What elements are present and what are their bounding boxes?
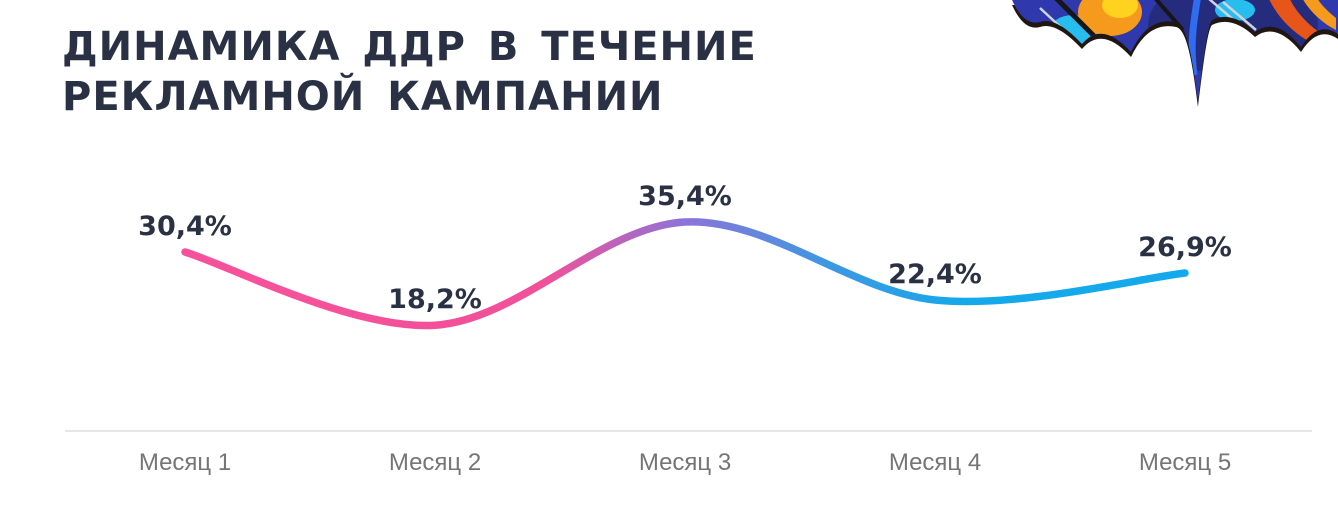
artwork-black-line: [1051, 0, 1098, 40]
x-tick-label: Месяц 3: [639, 449, 731, 476]
data-label: 22,4%: [888, 259, 982, 290]
data-label: 18,2%: [388, 284, 482, 315]
data-label: 30,4%: [138, 211, 232, 242]
data-label: 26,9%: [1138, 232, 1232, 263]
chart-title: ДИНАМИКА ДДР В ТЕЧЕНИЕ РЕКЛАМНОЙ КАМПАНИ…: [62, 22, 757, 122]
x-tick-label: Месяц 4: [889, 449, 981, 476]
artwork-surface: [1012, 0, 1338, 102]
x-tick-label: Месяц 1: [139, 449, 231, 476]
data-label: 35,4%: [638, 181, 732, 212]
artwork-paint-yellow: [1102, 0, 1138, 18]
artwork-paint-red-streak: [1266, 0, 1328, 46]
bat-shaped-graffiti-artwork: [1012, 0, 1338, 107]
trend-line: [181, 218, 1189, 330]
chart-title-line1: ДИНАМИКА ДДР В ТЕЧЕНИЕ: [62, 24, 757, 70]
artwork-paint-orange-streak: [1298, 0, 1336, 30]
chart-title-line2: РЕКЛАМНОЙ КАМПАНИИ: [62, 74, 664, 120]
x-tick-label: Месяц 2: [389, 449, 481, 476]
artwork-light-line: [1222, 1, 1257, 31]
x-tick-label: Месяц 5: [1139, 449, 1231, 476]
